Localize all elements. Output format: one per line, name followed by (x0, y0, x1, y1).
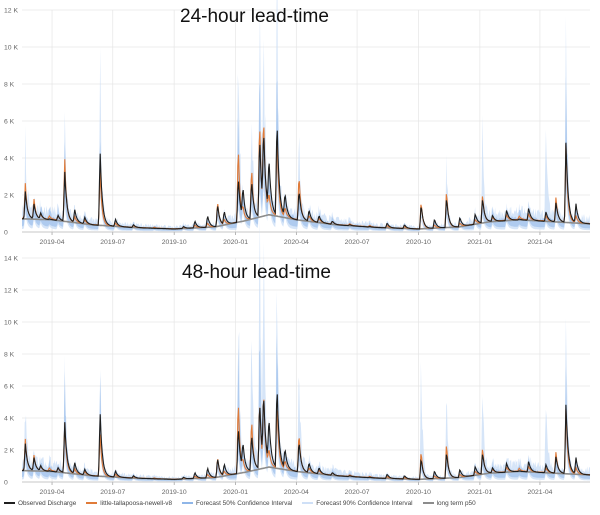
x-tick-label: 2019-10 (162, 489, 187, 496)
x-tick-label: 2020-01 (223, 239, 248, 246)
y-tick-label: 6 K (4, 384, 15, 391)
y-tick-label: 10 K (4, 45, 18, 52)
y-tick-label: 10 K (4, 320, 18, 327)
x-tick-label: 2020-10 (406, 489, 431, 496)
long-term-p50-line (22, 466, 591, 481)
y-tick-label: 0 (4, 480, 8, 487)
observed-discharge-line (22, 130, 590, 230)
observed-discharge-line (22, 394, 590, 480)
x-tick-label: 2020-01 (223, 489, 248, 496)
legend-label: Forecast 90% Confidence Interval (316, 499, 413, 507)
legend-label: Observed Discharge (18, 499, 77, 507)
x-tick-label: 2021-01 (467, 239, 492, 246)
x-tick-label: 2019-07 (100, 239, 125, 246)
legend-label: Forecast 50% Confidence Interval (196, 499, 293, 507)
y-tick-label: 6 K (4, 119, 15, 126)
x-tick-label: 2020-07 (345, 489, 370, 496)
chart-legend: Observed Discharge little-tallapoosa-newe… (4, 497, 596, 509)
y-tick-label: 4 K (4, 156, 15, 163)
y-tick-label: 12 K (4, 288, 18, 295)
x-tick-label: 2020-10 (406, 239, 431, 246)
y-tick-label: 4 K (4, 416, 15, 423)
y-tick-label: 12 K (4, 8, 18, 15)
legend-swatch (4, 502, 15, 504)
y-tick-label: 8 K (4, 352, 15, 359)
x-tick-label: 2020-07 (345, 239, 370, 246)
panel-title-48h: 48-hour lead-time (182, 262, 331, 283)
ci90-band (22, 217, 590, 482)
legend-swatch (86, 502, 98, 504)
y-tick-label: 14 K (4, 256, 18, 263)
x-tick-label: 2020-04 (284, 489, 309, 496)
x-tick-label: 2019-07 (100, 489, 125, 496)
x-tick-label: 2019-10 (162, 239, 187, 246)
x-tick-label: 2020-04 (284, 239, 309, 246)
long-term-p50-line (22, 214, 591, 230)
ci50-band (22, 335, 590, 481)
panel-24h: 0 2 K 4 K 6 K 8 K 10 K 12 K 2019-04 2019-07 2019-… (4, 0, 591, 246)
legend-swatch (182, 502, 194, 504)
legend-label: little-tallapoosa-newell-v8 (100, 499, 173, 507)
legend-item-ci50: Forecast 50% Confidence Interval (182, 500, 292, 507)
panel-48h: 0 2 K 4 K 6 K 8 K 10 K 12 K 14 K 2019-04 2019-07 2… (4, 217, 591, 496)
legend-swatch (302, 502, 314, 504)
ci90-band (22, 0, 590, 232)
x-tick-label: 2021-01 (467, 489, 492, 496)
panel-title-24h: 24-hour lead-time (180, 6, 329, 27)
legend-item-p50: long term p50 (422, 499, 476, 507)
legend-label: long term p50 (436, 499, 476, 507)
x-tick-label: 2021-04 (527, 239, 552, 246)
legend-item-forecast: little-tallapoosa-newell-v8 (86, 500, 172, 507)
x-tick-label: 2019-04 (40, 239, 65, 246)
legend-item-observed: Observed Discharge (4, 500, 76, 507)
y-tick-label: 8 K (4, 82, 15, 89)
ci50-band (22, 75, 590, 231)
legend-swatch (422, 502, 434, 504)
y-tick-label: 0 (4, 230, 8, 237)
y-tick-label: 2 K (4, 193, 15, 200)
x-tick-label: 2021-04 (527, 489, 552, 496)
legend-item-ci90: Forecast 90% Confidence Interval (302, 499, 413, 507)
y-tick-label: 2 K (4, 448, 15, 455)
x-tick-label: 2019-04 (40, 489, 65, 496)
